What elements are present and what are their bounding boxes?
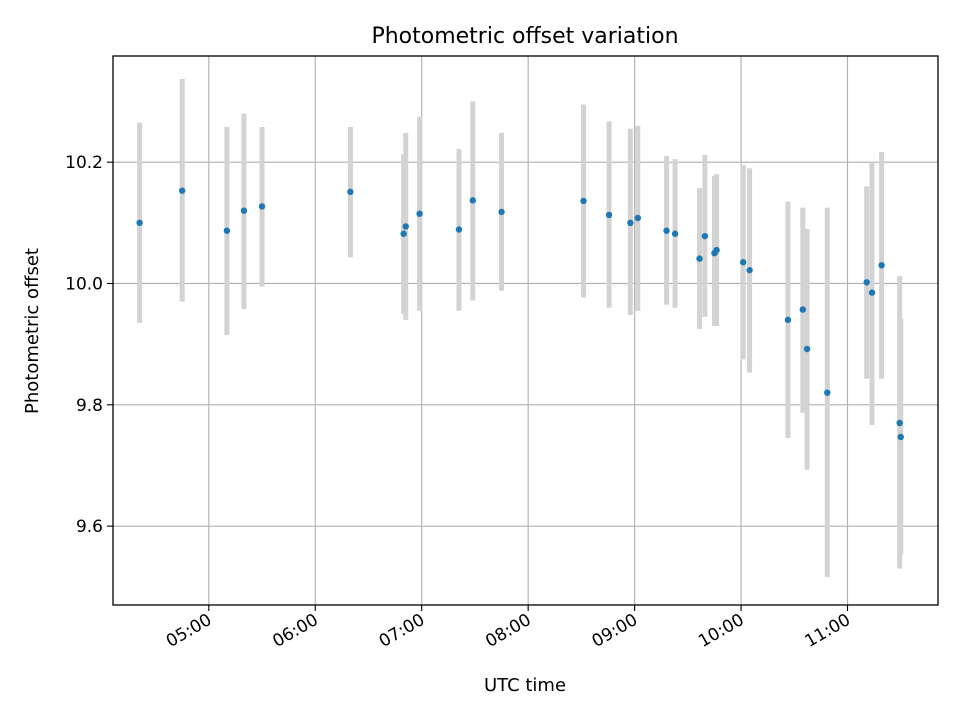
data-point [347,188,354,196]
data-point [258,203,266,210]
data-point [136,219,143,227]
data-point [498,208,505,216]
y-tick-label: 10.2 [65,153,103,173]
data-point [878,262,885,269]
data-point [240,207,248,214]
data-point [223,227,231,234]
data-point [605,211,613,219]
data-point [824,389,831,396]
y-tick-label: 9.8 [76,396,103,416]
data-point [696,255,703,262]
data-point [868,289,876,296]
data-point [713,246,720,254]
data-point [897,433,904,441]
chart-title: Photometric offset variation [371,24,678,49]
data-point [627,219,634,227]
y-axis-ticks: 9.6 9.8 10.0 10.2 [65,153,113,537]
y-tick-label: 10.0 [65,274,103,294]
x-axis-label: UTC time [484,675,566,696]
data-points [136,187,904,441]
data-point [400,230,407,237]
data-point [799,306,807,313]
plot-frame [112,55,939,606]
data-point [178,187,186,194]
data-point [739,259,747,266]
data-point [896,419,903,427]
data-point [634,214,642,222]
data-point [701,232,709,240]
data-point [455,226,463,233]
y-tick-label: 9.6 [76,517,103,537]
data-point [671,230,679,237]
data-point [803,345,811,353]
data-point [416,210,423,217]
data-point [863,279,870,286]
y-axis-label: Photometric offset [22,248,43,414]
data-point [469,197,477,204]
data-point [402,223,409,230]
data-point [784,316,792,324]
data-point [746,266,753,274]
data-point [580,197,587,205]
data-point [663,227,670,234]
